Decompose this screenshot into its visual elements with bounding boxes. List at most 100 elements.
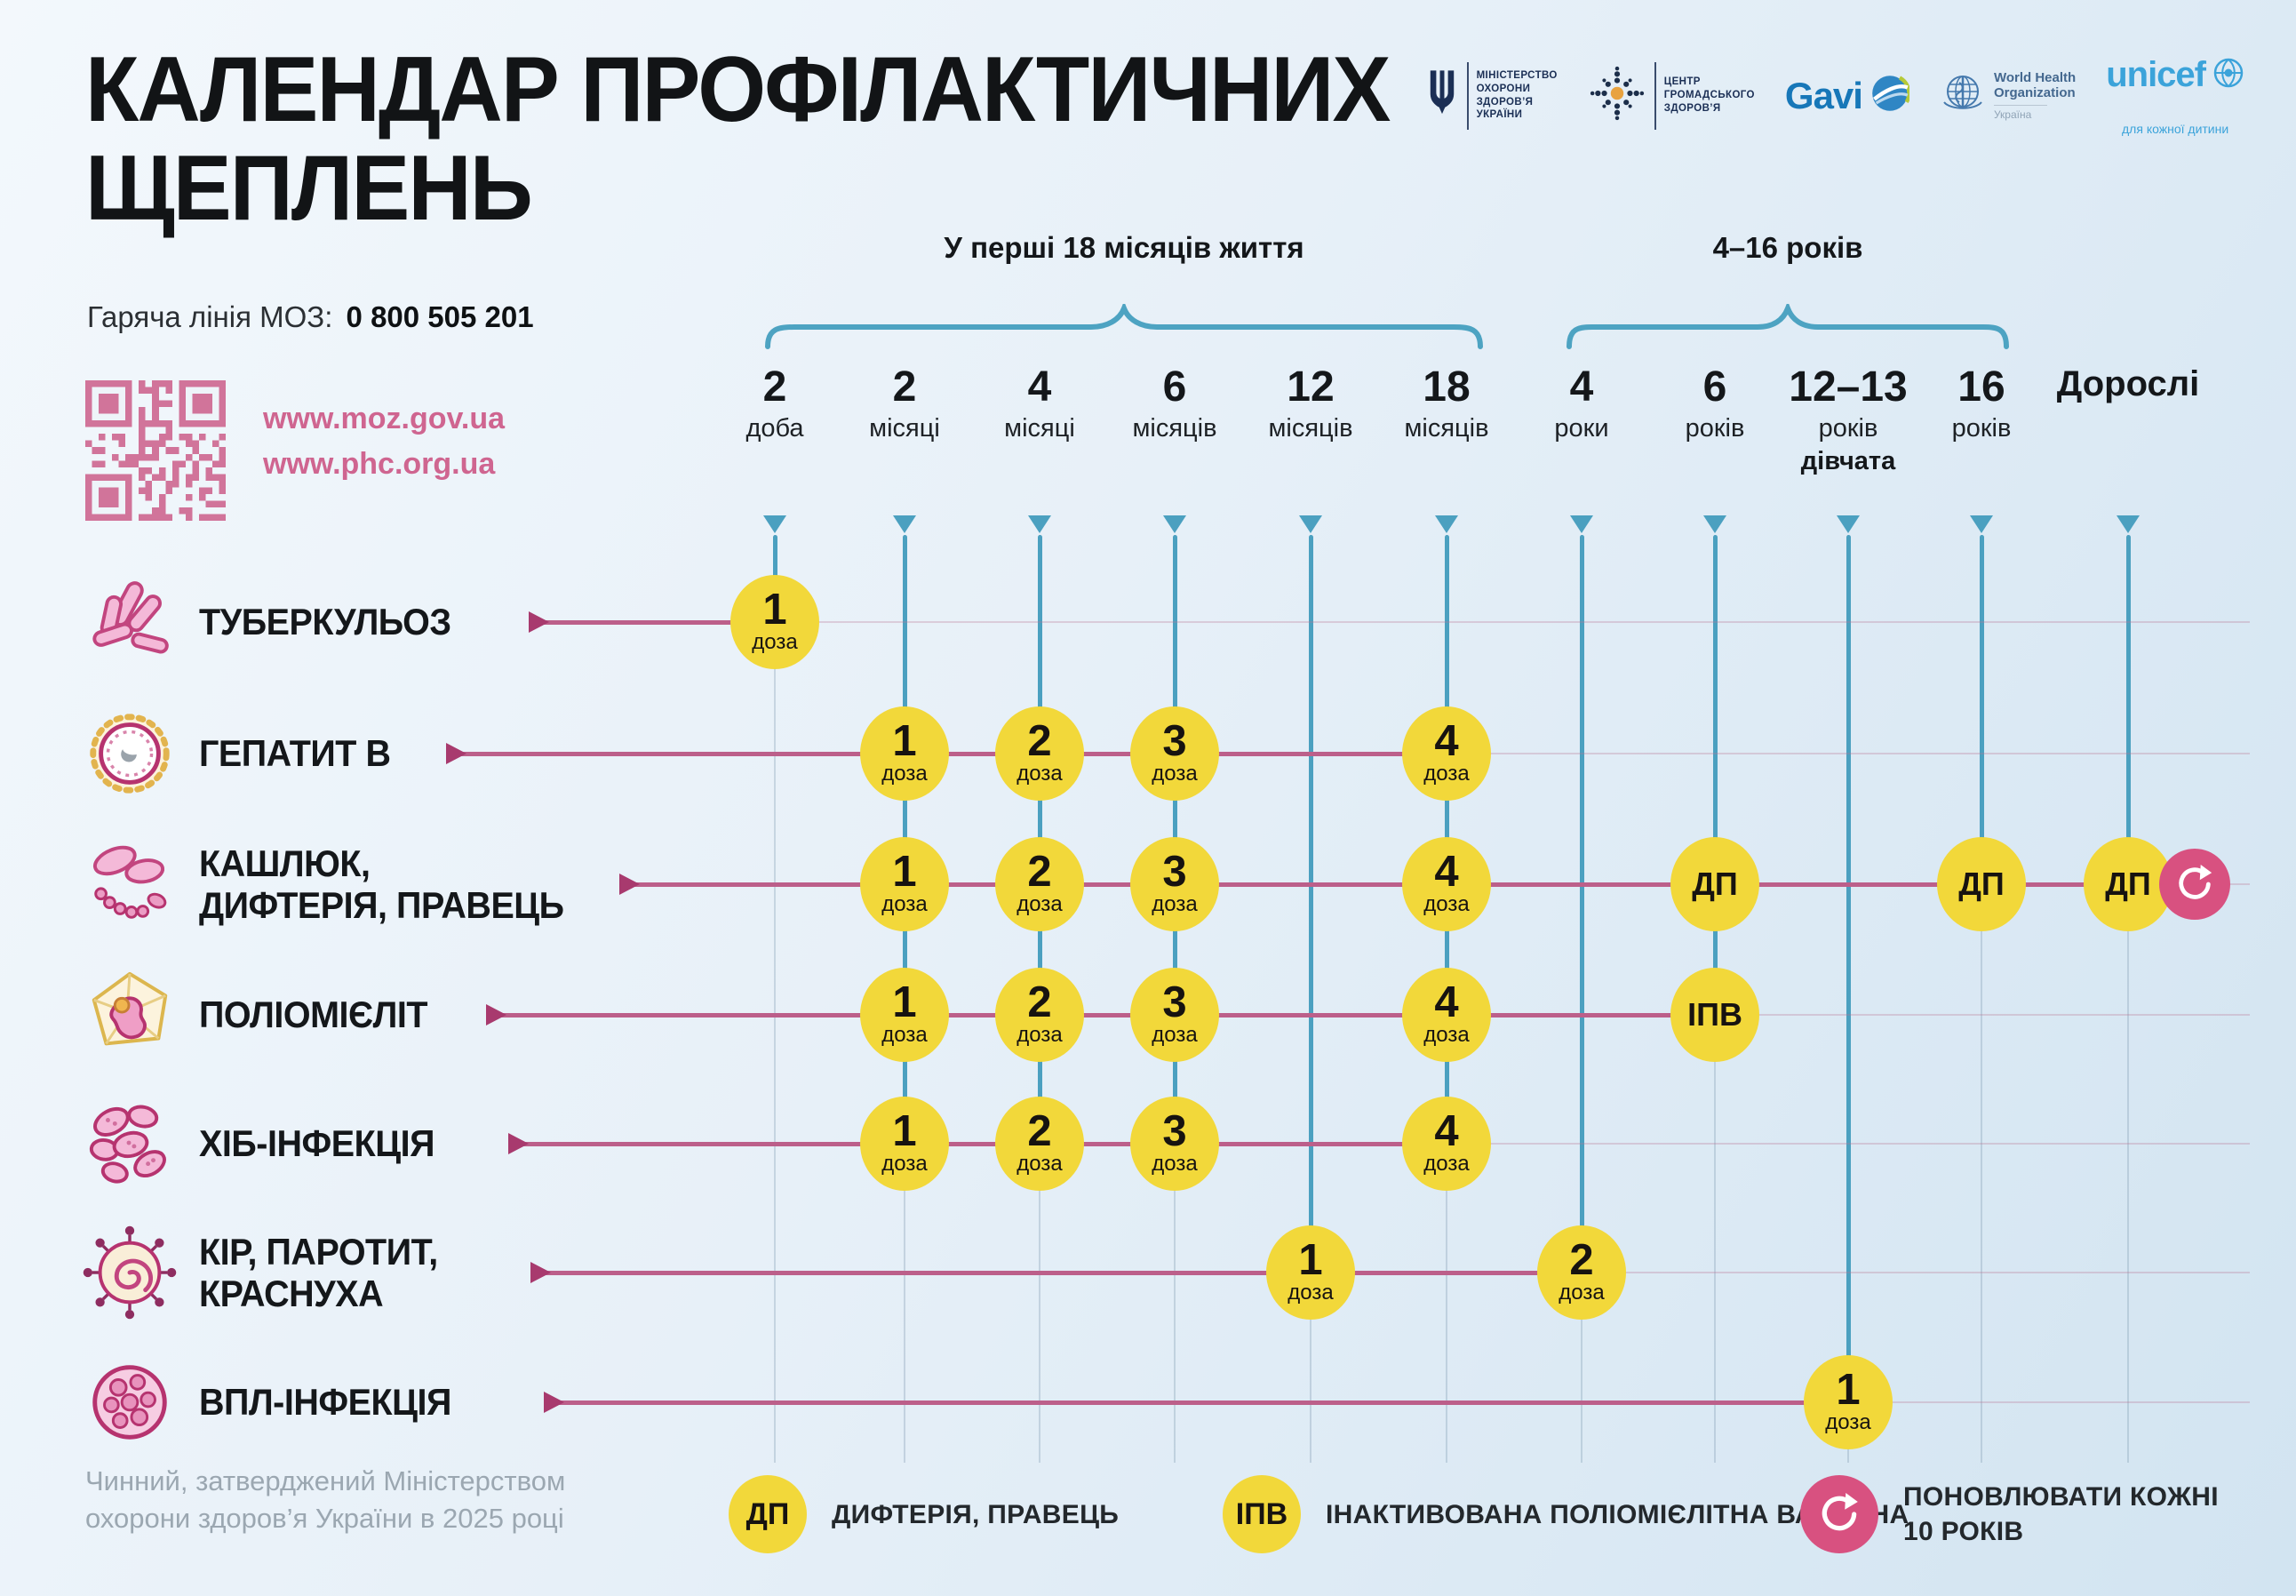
- pertussis-diphtheria-tetanus-icon: [82, 836, 178, 932]
- column-header: 6 місяців: [1132, 366, 1216, 443]
- column-timeline: [1846, 535, 1851, 1402]
- row-arrow-icon: [486, 1004, 506, 1025]
- page-title: КАЛЕНДАР ПРОФІЛАКТИЧНИХ ЩЕПЛЕНЬ: [85, 38, 1391, 241]
- dose-marker: 1 доза: [730, 575, 819, 669]
- column-age: 12: [1287, 363, 1335, 411]
- who-country-label: Україна: [1993, 105, 2047, 121]
- refresh-icon: [2159, 849, 2230, 920]
- column-timeline: [1712, 535, 1718, 1015]
- column-age: 2: [762, 363, 787, 411]
- column-age-unit: доба: [745, 414, 804, 443]
- page-title-line2: ЩЕПЛЕНЬ: [85, 137, 533, 241]
- timeline-arrow-icon: [1570, 515, 1593, 533]
- hotline-number: 0 800 505 201: [346, 300, 534, 333]
- row-arrow-icon: [508, 1133, 529, 1154]
- phc-logo-text: ЦЕНТР ГРОМАДСЬКОГО ЗДОРОВ’Я: [1663, 76, 1755, 114]
- column-age: Дорослі: [2056, 364, 2200, 403]
- page-title-line1: КАЛЕНДАР ПРОФІЛАКТИЧНИХ: [85, 38, 1391, 141]
- row-timeline: [622, 882, 2168, 887]
- measles-mumps-rubella-icon: [82, 1225, 178, 1321]
- dose-marker: 1 доза: [860, 706, 949, 801]
- row-gridline: [775, 621, 2250, 623]
- row-label: ХІБ-ІНФЕКЦІЯ: [82, 1096, 450, 1192]
- column-age-extra: дівчата: [1800, 446, 1896, 475]
- disease-label: КАШЛЮК, ДИФТЕРІЯ, ПРАВЕЦЬ: [199, 842, 564, 926]
- disease-label: ХІБ-ІНФЕКЦІЯ: [199, 1122, 434, 1165]
- tuberculosis-icon: [82, 574, 178, 670]
- column-header: 12 місяців: [1268, 366, 1352, 443]
- dose-marker: 2 доза: [995, 837, 1084, 931]
- dose-marker: 2 доза: [1537, 1225, 1626, 1320]
- column-age: 6: [1162, 363, 1187, 411]
- dp-badge: ДП: [729, 1475, 807, 1553]
- column-gridline: [2127, 535, 2129, 1463]
- disease-label: ТУБЕРКУЛЬОЗ: [199, 601, 451, 643]
- timeline-arrow-icon: [1435, 515, 1458, 533]
- column-age: 4: [1569, 363, 1594, 411]
- row-label: ТУБЕРКУЛЬОЗ: [82, 574, 467, 670]
- timeline-arrow-icon: [1970, 515, 1993, 533]
- dp-dose-marker: ДП: [1670, 837, 1759, 931]
- dose-marker: 4 доза: [1402, 968, 1491, 1062]
- group-label-4-16-years: 4–16 років: [1712, 231, 1863, 264]
- row-arrow-icon: [446, 743, 466, 764]
- row-gridline: [1715, 1014, 2250, 1016]
- column-age: 16: [1957, 363, 2005, 411]
- column-gridline: [774, 535, 776, 1463]
- brace-icon: [765, 304, 1483, 349]
- column-header: Дорослі: [2057, 366, 2200, 402]
- row-gridline: [1447, 1143, 2250, 1145]
- partner-logos: МІНІСТЕРСТВО ОХОРОНИ ЗДОРОВ’Я УКРАЇНИ ЦЕНТ…: [1425, 55, 2244, 136]
- column-header: 6 років: [1686, 366, 1745, 443]
- dose-marker: 3 доза: [1130, 1097, 1219, 1191]
- row-timeline: [533, 1270, 1582, 1275]
- column-age: 6: [1702, 363, 1727, 411]
- dose-marker: 1 доза: [860, 968, 949, 1062]
- website-links: www.moz.gov.ua www.phc.org.ua: [263, 396, 505, 487]
- dose-marker: 3 доза: [1130, 706, 1219, 801]
- hepatitis-b-icon: [82, 706, 178, 802]
- row-arrow-icon: [619, 874, 640, 895]
- dose-marker: 4 доза: [1402, 837, 1491, 931]
- column-age-unit: років: [1951, 414, 2012, 443]
- timeline-arrow-icon: [1163, 515, 1186, 533]
- dose-marker: 2 доза: [995, 1097, 1084, 1191]
- dose-marker: 3 доза: [1130, 837, 1219, 931]
- column-age-unit: років: [1685, 414, 1745, 443]
- column-age-unit: місяців: [1404, 414, 1489, 443]
- logo-divider: [1466, 61, 1469, 130]
- dose-marker: 1 доза: [860, 1097, 949, 1191]
- column-age: 18: [1423, 363, 1471, 411]
- column-age: 12–13: [1789, 363, 1908, 411]
- polio-icon: [82, 967, 178, 1063]
- column-age: 4: [1027, 363, 1052, 411]
- disease-label: ПОЛІОМІЄЛІТ: [199, 994, 428, 1036]
- unicef-globe-icon: [2212, 57, 2244, 93]
- row-gridline: [1582, 1272, 2250, 1273]
- footer-note: Чинний, затверджений Міністерством охоро…: [85, 1465, 566, 1534]
- column-age-unit: місяців: [1132, 414, 1217, 443]
- logo-ministry-of-health: МІНІСТЕРСТВО ОХОРОНИ ЗДОРОВ’Я УКРАЇНИ: [1425, 61, 1558, 130]
- column-timeline: [1308, 535, 1313, 1273]
- column-age-unit: років: [1818, 414, 1878, 443]
- timeline-arrow-icon: [1028, 515, 1051, 533]
- column-header: 18 місяців: [1404, 366, 1488, 443]
- timeline-arrow-icon: [2117, 515, 2140, 533]
- link-phc[interactable]: www.phc.org.ua: [263, 447, 496, 481]
- timeline-arrow-icon: [1299, 515, 1322, 533]
- qr-code[interactable]: [85, 380, 226, 525]
- column-age-unit: місяці: [1004, 414, 1075, 443]
- disease-label: ВПЛ-ІНФЕКЦІЯ: [199, 1381, 451, 1424]
- ipv-badge: ІПВ: [1223, 1475, 1301, 1553]
- dose-marker: 4 доза: [1402, 706, 1491, 801]
- row-label: ВПЛ-ІНФЕКЦІЯ: [82, 1354, 467, 1450]
- link-moz[interactable]: www.moz.gov.ua: [263, 402, 506, 435]
- row-label: ГЕПАТИТ В: [82, 706, 403, 802]
- column-gridline: [1981, 535, 1982, 1463]
- legend-text: ДИФТЕРІЯ, ПРАВЕЦЬ: [832, 1499, 1120, 1529]
- dose-marker: 2 доза: [995, 706, 1084, 801]
- column-header: 2 доба: [745, 366, 803, 443]
- timeline-arrow-icon: [1837, 515, 1860, 533]
- dose-marker: 1 доза: [1804, 1355, 1893, 1449]
- logo-gavi: Gavi: [1785, 74, 1911, 117]
